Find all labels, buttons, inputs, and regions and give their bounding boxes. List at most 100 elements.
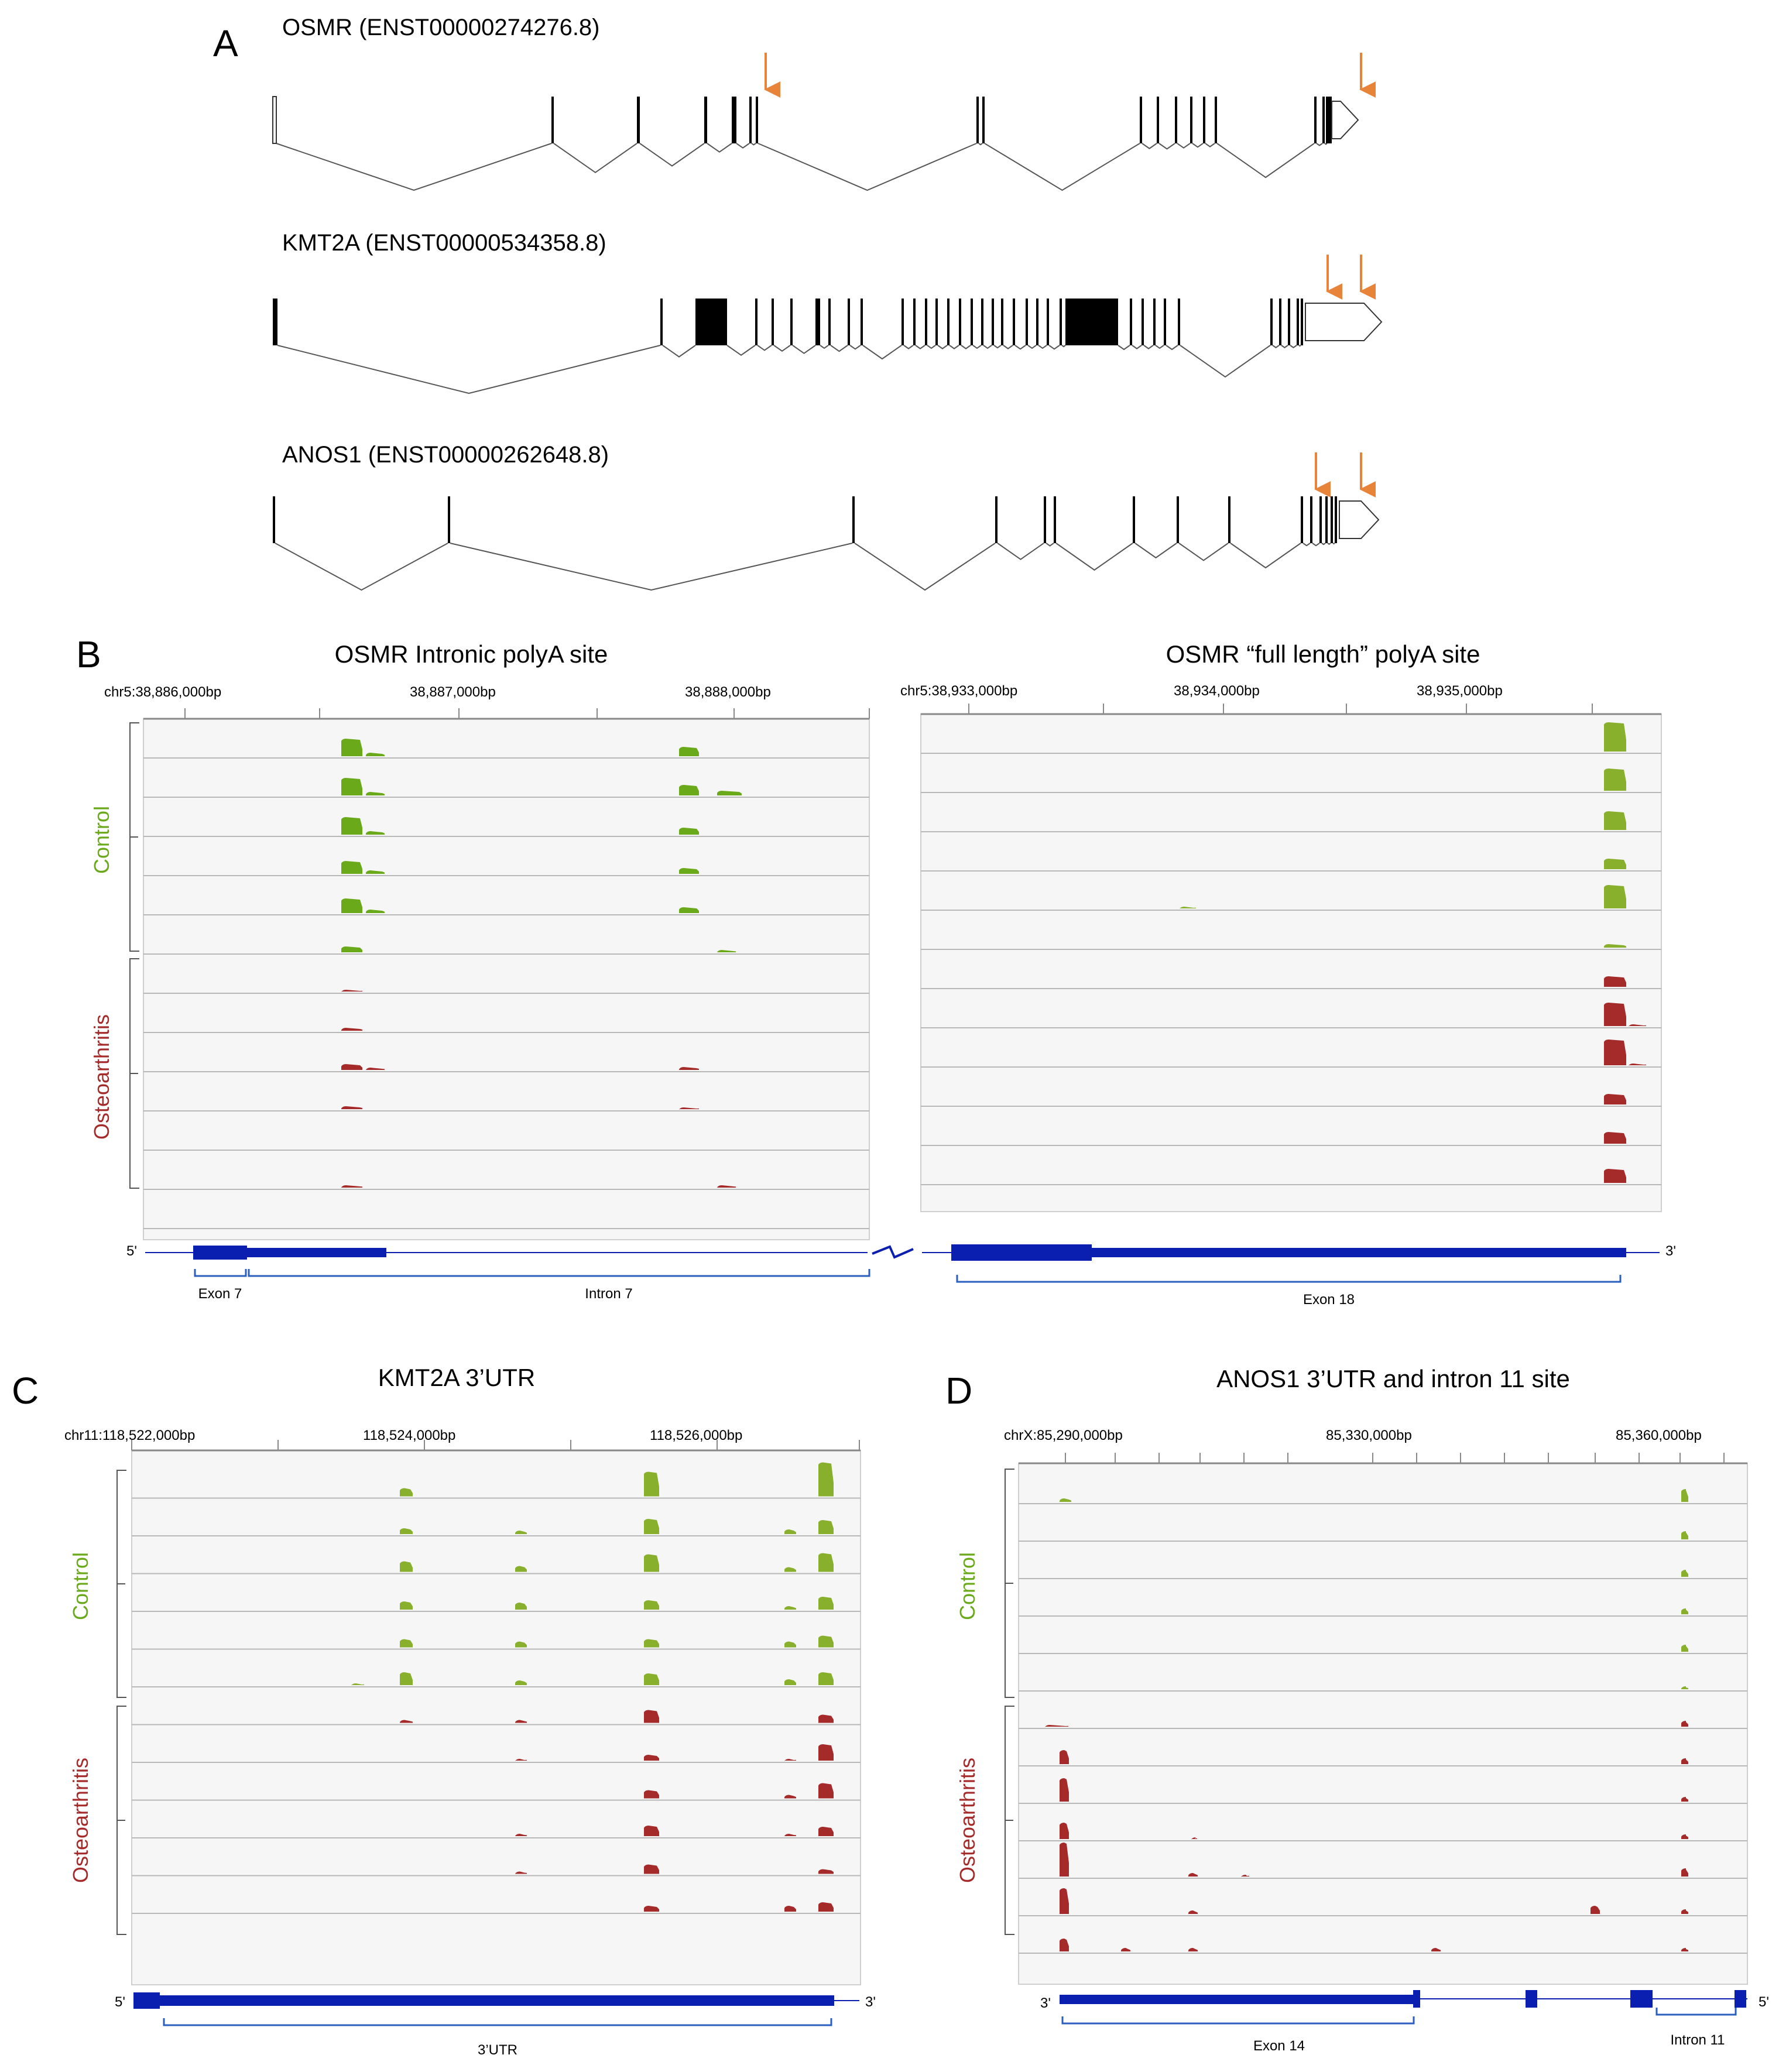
intron-line <box>1118 345 1130 351</box>
axis-break <box>872 1245 914 1259</box>
three-prime-label: 3' <box>865 1994 876 2010</box>
coverage-peak <box>679 828 699 835</box>
coverage-peak <box>818 1714 834 1723</box>
intron-line <box>1327 543 1331 545</box>
coverage-peak <box>341 739 362 756</box>
intron-line <box>915 345 926 349</box>
intron-line <box>1142 143 1157 149</box>
exon-block <box>1526 1990 1537 2008</box>
coding-exon <box>1001 299 1003 345</box>
exon18-bracket <box>956 1275 1622 1283</box>
coding-exon <box>1331 496 1333 543</box>
utr-block <box>160 1995 834 2006</box>
coding-exon <box>1175 97 1177 143</box>
coding-exon <box>1044 496 1046 543</box>
coverage-peak <box>1604 1169 1626 1183</box>
tick-label: 38,888,000bp <box>685 684 771 700</box>
coverage-peak <box>1681 1909 1688 1914</box>
tick-label: 38,934,000bp <box>1174 683 1260 699</box>
intron-line <box>1192 143 1204 148</box>
coding-exon <box>861 299 863 345</box>
coverage-peak <box>366 792 385 795</box>
gene-structure-diagrams <box>272 53 1383 591</box>
coverage-peak <box>515 1641 527 1648</box>
coverage-peak <box>1604 1003 1626 1026</box>
coverage-peak <box>1045 1725 1068 1727</box>
coverage-peak <box>366 910 385 913</box>
exon18-label: Exon 18 <box>1303 1292 1355 1308</box>
coding-exon <box>1140 97 1142 143</box>
three-utr-box <box>1339 500 1380 539</box>
coverage-peak <box>818 1553 834 1572</box>
intron-line <box>854 543 996 591</box>
coverage-peak <box>1681 1489 1688 1502</box>
coverage-peak <box>1121 1948 1130 1951</box>
coding-exon <box>1047 299 1049 345</box>
intron-line <box>993 345 1002 349</box>
intron-line <box>792 345 816 354</box>
coding-exon <box>848 299 850 345</box>
coverage-peak <box>366 1068 385 1070</box>
kmt2a-gene-title: KMT2A (ENST00000534358.8) <box>282 230 606 256</box>
intron-line <box>1324 143 1328 145</box>
coding-exon <box>995 496 998 543</box>
coverage-peak <box>1188 1910 1198 1914</box>
intron-line <box>751 143 756 146</box>
coverage-peak <box>1431 1948 1441 1951</box>
coverage-peak <box>400 1561 413 1572</box>
coverage-peak <box>515 1720 527 1723</box>
track-panel <box>131 1450 861 1985</box>
coverage-peak <box>1681 1948 1688 1951</box>
coding-exon <box>1319 496 1322 543</box>
coverage-peak <box>400 1720 413 1723</box>
coding-exon <box>913 299 916 345</box>
coding-exon <box>925 299 927 345</box>
intron-line <box>949 345 959 349</box>
coverage-peak <box>818 1744 834 1761</box>
coding-exon <box>1301 496 1303 543</box>
coding-exon <box>1288 299 1290 345</box>
coverage-peak <box>1681 1686 1688 1689</box>
three-prime-label: 3' <box>1665 1243 1676 1259</box>
coverage-peak <box>515 1680 527 1685</box>
intron-line <box>736 143 750 149</box>
intron-line <box>927 345 936 349</box>
coding-exon <box>1157 97 1159 143</box>
control-group-label: Control <box>68 1552 92 1620</box>
coverage-peak <box>1060 1823 1069 1839</box>
intron-line <box>1134 543 1177 559</box>
coverage-peak <box>1604 811 1626 830</box>
coverage-peak <box>1180 907 1196 909</box>
kmt2a-track-title: KMT2A 3’UTR <box>378 1364 535 1391</box>
intron-line <box>937 345 948 349</box>
coding-exon <box>1142 299 1144 345</box>
coding-exon <box>1297 299 1299 345</box>
exon-block <box>1735 1990 1746 2008</box>
intron-line <box>1048 345 1060 350</box>
intron-line <box>1014 345 1026 350</box>
intron-line <box>1177 143 1191 149</box>
coding-exon <box>971 299 973 345</box>
three-utr-box <box>1305 303 1383 341</box>
coverage-peak <box>400 1488 413 1497</box>
intron-line <box>275 543 448 591</box>
intron-line <box>820 345 829 349</box>
coding-exon <box>1177 496 1179 543</box>
coverage-peak <box>515 1834 527 1836</box>
coding-exon <box>1164 299 1166 345</box>
coding-exon <box>982 97 985 143</box>
coverage-peak <box>679 747 699 756</box>
coding-exon <box>660 299 663 345</box>
coverage-peak <box>515 1759 527 1761</box>
intron-line <box>903 345 914 349</box>
intron-line <box>1158 143 1175 150</box>
coverage-peak <box>1604 1040 1626 1065</box>
intron11-bracket <box>1655 2008 1737 2016</box>
exon18-utr-block <box>1092 1248 1626 1257</box>
coverage-peak <box>1681 1721 1688 1727</box>
intron-line <box>1230 543 1301 569</box>
coverage-peak <box>341 990 362 992</box>
exon14-label: Exon 14 <box>1253 2038 1305 2054</box>
coverage-peak <box>1188 1948 1198 1951</box>
intron-line <box>1180 345 1271 378</box>
